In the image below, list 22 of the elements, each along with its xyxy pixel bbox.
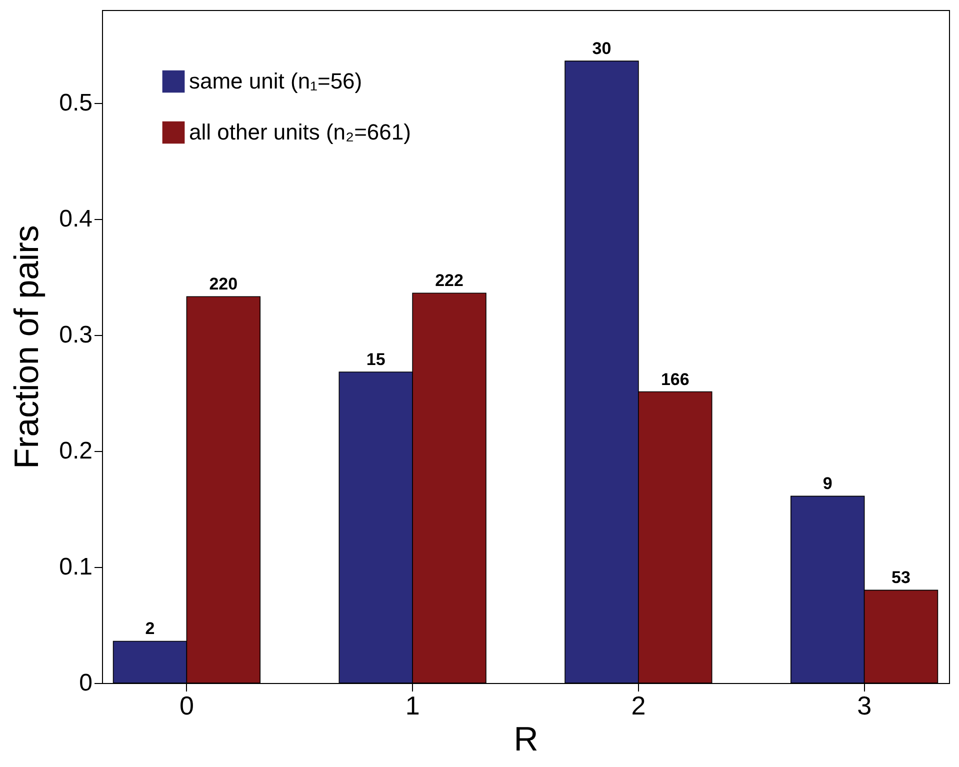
legend-label: all other units (n₂=661)	[189, 120, 411, 144]
x-axis-title: R	[514, 720, 538, 758]
x-tick-label: 3	[857, 690, 872, 720]
annotation: 222	[435, 271, 464, 290]
annotation: 2	[145, 619, 155, 638]
annotation: 166	[660, 370, 690, 389]
legend-label: same unit (n₁=56)	[189, 68, 362, 94]
x-tick-label: 2	[631, 690, 646, 720]
y-tick-label: 0.1	[59, 553, 92, 580]
y-tick-label: 0.4	[59, 205, 92, 232]
annotation: 9	[822, 474, 832, 494]
x-tick-label: 1	[405, 690, 420, 720]
annotation: 15	[366, 350, 386, 370]
annotation: 30	[592, 39, 612, 58]
x-tick-label: 0	[179, 690, 194, 720]
y-tick-label: 0.2	[59, 437, 92, 464]
y-tick-label: 0.5	[59, 89, 92, 116]
annotation: 220	[209, 274, 238, 294]
y-axis-title: Fraction of pairs	[8, 225, 46, 469]
y-tick-label: 0	[79, 670, 92, 696]
annotation: 53	[892, 568, 910, 588]
y-tick-label: 0.3	[59, 321, 92, 348]
